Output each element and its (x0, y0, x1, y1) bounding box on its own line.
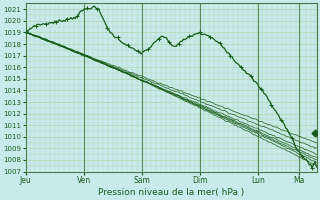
X-axis label: Pression niveau de la mer( hPa ): Pression niveau de la mer( hPa ) (98, 188, 244, 197)
